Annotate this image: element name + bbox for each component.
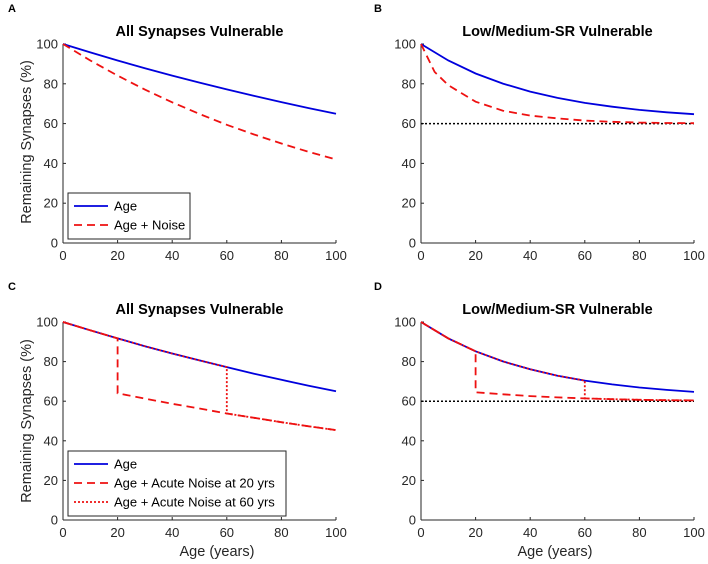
x-tick-label: 20 [110, 248, 124, 263]
x-tick-label: 80 [274, 525, 288, 540]
x-tick-label: 80 [274, 248, 288, 263]
x-tick-label: 40 [523, 248, 537, 263]
y-tick-label: 40 [402, 156, 416, 171]
x-tick-label: 0 [59, 248, 66, 263]
series-line-2 [62, 43, 337, 161]
panel-letter: A [8, 3, 16, 15]
x-axis-label-right: Age (years) [518, 544, 593, 560]
legend-label: Age + Noise [114, 218, 185, 233]
x-tick-label: 60 [578, 248, 592, 263]
series-line-1 [420, 321, 695, 393]
y-axis-label: Remaining Synapses (%) [19, 339, 35, 503]
x-tick-label: 100 [325, 248, 347, 263]
panel-title: Low/Medium-SR Vulnerable [462, 24, 652, 40]
y-axis-label-top: Remaining Synapses (%) [19, 60, 35, 224]
series-line-3 [62, 321, 337, 431]
x-tick-label: 0 [59, 525, 66, 540]
y-tick-label: 100 [394, 37, 416, 52]
panels: A All Synapses Vulnerable 0 20 40 60 80 100 0 20 4… [8, 3, 705, 540]
series-line-2 [62, 321, 337, 431]
legend-label: Age + Acute Noise at 20 yrs [114, 476, 275, 491]
y-axis-label-bottom: Remaining Synapses (%) [19, 339, 35, 503]
x-tick-label: 100 [683, 248, 705, 263]
x-tick-label: 100 [325, 525, 347, 540]
panel-letter: D [374, 281, 382, 293]
series-line-3 [420, 321, 695, 402]
y-tick-label: 80 [44, 76, 58, 91]
x-tick-label: 100 [683, 525, 705, 540]
x-tick-label: 40 [165, 248, 179, 263]
series-line-1 [420, 43, 695, 116]
y-tick-label: 0 [409, 513, 416, 528]
y-tick-label: 80 [402, 354, 416, 369]
y-tick-label: 60 [402, 394, 416, 409]
x-tick-label: 20 [468, 248, 482, 263]
panel-title: All Synapses Vulnerable [116, 302, 284, 318]
y-tick-label: 20 [44, 196, 58, 211]
y-tick-label: 20 [402, 473, 416, 488]
x-axis-label-left: Age (years) [180, 544, 255, 560]
y-tick-label: 0 [409, 236, 416, 251]
y-tick-label: 100 [36, 315, 58, 330]
y-tick-label: 40 [402, 433, 416, 448]
x-tick-label: 20 [468, 525, 482, 540]
x-tick-label: 60 [578, 525, 592, 540]
y-tick-label: 100 [394, 315, 416, 330]
y-tick-label: 20 [402, 196, 416, 211]
series-line-1 [62, 43, 337, 115]
legend-label: Age + Acute Noise at 60 yrs [114, 495, 275, 510]
x-tick-label: 40 [165, 525, 179, 540]
series-line-2 [420, 43, 695, 125]
y-tick-label: 60 [44, 116, 58, 131]
series-line-1 [62, 321, 337, 393]
legend-label: Age [114, 457, 137, 472]
panel-d: D Low/Medium-SR Vulnerable 0 20 40 60 80 100 0 20… [374, 281, 705, 540]
y-axis-label: Remaining Synapses (%) [19, 60, 35, 224]
y-tick-label: 80 [402, 76, 416, 91]
x-tick-label: 0 [417, 525, 424, 540]
legend-label: Age [114, 199, 137, 214]
x-tick-label: 60 [220, 248, 234, 263]
x-tick-label: 0 [417, 248, 424, 263]
panel-a: A All Synapses Vulnerable 0 20 40 60 80 100 0 20 4… [8, 3, 347, 263]
y-tick-label: 40 [44, 433, 58, 448]
y-tick-label: 60 [402, 116, 416, 131]
y-tick-label: 0 [51, 236, 58, 251]
x-tick-label: 40 [523, 525, 537, 540]
x-tick-label: 20 [110, 525, 124, 540]
panel-title: Low/Medium-SR Vulnerable [462, 302, 652, 318]
y-tick-label: 20 [44, 473, 58, 488]
y-tick-label: 60 [44, 394, 58, 409]
legend-box [67, 192, 191, 240]
panel-title: All Synapses Vulnerable [116, 24, 284, 40]
y-tick-label: 0 [51, 513, 58, 528]
panel-letter: C [8, 281, 16, 293]
x-tick-label: 80 [632, 525, 646, 540]
y-tick-label: 100 [36, 37, 58, 52]
y-tick-label: 80 [44, 354, 58, 369]
panel-letter: B [374, 3, 382, 15]
y-tick-label: 40 [44, 156, 58, 171]
panel-c: C All Synapses Vulnerable 0 20 40 60 80 100 0 20 4… [8, 281, 347, 540]
panel-b: B Low/Medium-SR Vulnerable 0 20 40 60 80 100 0 20… [374, 3, 705, 263]
x-tick-label: 60 [220, 525, 234, 540]
x-tick-label: 80 [632, 248, 646, 263]
